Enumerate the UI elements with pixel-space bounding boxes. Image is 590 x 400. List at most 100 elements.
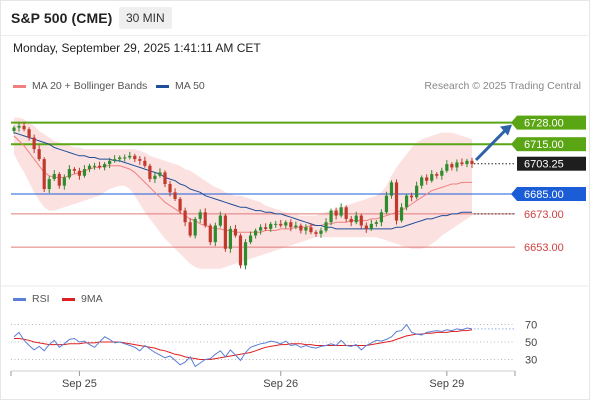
projection-arrow-shaft [474,127,509,162]
candle-body [183,210,187,223]
price-tag-pointer [511,137,517,152]
candle-body [77,170,82,176]
timeframe-button[interactable]: 30 MIN [119,7,172,29]
candle-body [203,212,207,226]
candle-body [364,225,368,229]
timestamp: Monday, September 29, 2025 1:41:11 AM CE… [13,41,261,55]
legend-ma50: MA 50 [156,80,205,92]
candle-body [213,225,217,243]
candle-body [299,225,303,231]
candle-body [450,164,454,168]
candle-body [52,174,56,180]
candle-body [163,172,167,185]
candle-body [143,160,147,166]
candle-body [97,165,102,168]
candle-body [248,235,253,243]
legend-swatch-rsi [13,297,26,301]
candle-body [153,175,157,180]
candle-body [425,177,429,181]
candle-body [314,232,318,234]
instrument-title: S&P 500 (CME) [11,10,113,26]
candle-body [87,165,92,170]
candle-body [344,207,348,219]
candle-body [269,223,273,229]
candle-body [264,227,268,229]
candle-body [62,177,66,186]
header-divider [0,35,588,36]
candle-body [324,222,328,231]
candle-body [72,169,76,171]
price-tag-bg-6685.00 [517,187,586,201]
candle-body [440,170,444,176]
candle-body [17,125,21,128]
candle-body [374,222,378,224]
candle-body [238,235,243,266]
candle-body [92,165,97,167]
candle-body [233,228,238,236]
candle-body [399,207,404,221]
candle-body [148,165,152,180]
ma50-line [13,132,472,230]
candle-body [415,185,419,198]
candle-body [253,230,258,236]
candle-body [420,177,424,186]
candle-body [218,215,222,226]
candle-body [123,157,127,159]
candle-body [294,225,298,228]
projection-arrow-head [500,124,512,136]
candle-body [42,159,46,190]
candle-body [193,218,197,236]
bollinger-band-area [14,117,472,269]
candle-body [12,127,16,131]
price-tag-6653.00: 6653.00 [524,242,564,254]
x-tick-Sep-26: Sep 26 [263,378,298,390]
candle-body [279,223,283,226]
candle-body [404,195,409,208]
candle-body [27,129,31,138]
candle-body [445,164,449,171]
candle-body [470,160,474,165]
x-tick-Sep-29: Sep 29 [429,378,464,390]
candle-body [284,222,288,226]
candle-body [430,174,434,181]
candle-body [339,207,343,216]
candle-body [334,210,338,216]
candle-body [82,169,87,176]
legend-swatch-ma20 [13,84,26,88]
candle-body [57,174,61,186]
legend-label-ma20: MA 20 + Bollinger Bands [32,80,148,92]
price-tag-6673.00: 6673.00 [524,209,564,221]
candle-body [354,215,358,223]
candle-body [304,227,308,231]
candle-body [465,160,469,165]
candle-body [329,210,333,223]
candle-body [274,223,278,225]
rsi-tick-50: 50 [525,337,537,349]
price-tag-6715.00: 6715.00 [524,139,564,151]
candle-body [243,242,248,266]
legend-ma20-bb: MA 20 + Bollinger Bands [13,80,147,92]
price-tag-bg-6728.00 [517,115,586,130]
candle-body [138,159,142,161]
candle-body [208,225,212,243]
candle-body [102,164,107,168]
candle-body [319,230,323,234]
candle-body [379,212,384,223]
candle-body [37,149,41,160]
candle-body [198,212,202,219]
candle-body [228,228,233,249]
x-tick-Sep-25: Sep 25 [62,378,97,390]
candle-body [359,215,363,226]
candle-body [168,184,172,193]
candle-body [309,227,313,233]
price-tag-6728.00: 6728.00 [524,118,564,130]
price-tag-bg-6703.25 [517,156,586,171]
legend-rsi: RSI [13,293,50,305]
rsi-9ma-line [14,329,473,360]
candle-body [289,222,293,228]
candle-body [22,125,26,130]
legend-9ma: 9MA [62,293,103,305]
candle-body [188,222,192,236]
